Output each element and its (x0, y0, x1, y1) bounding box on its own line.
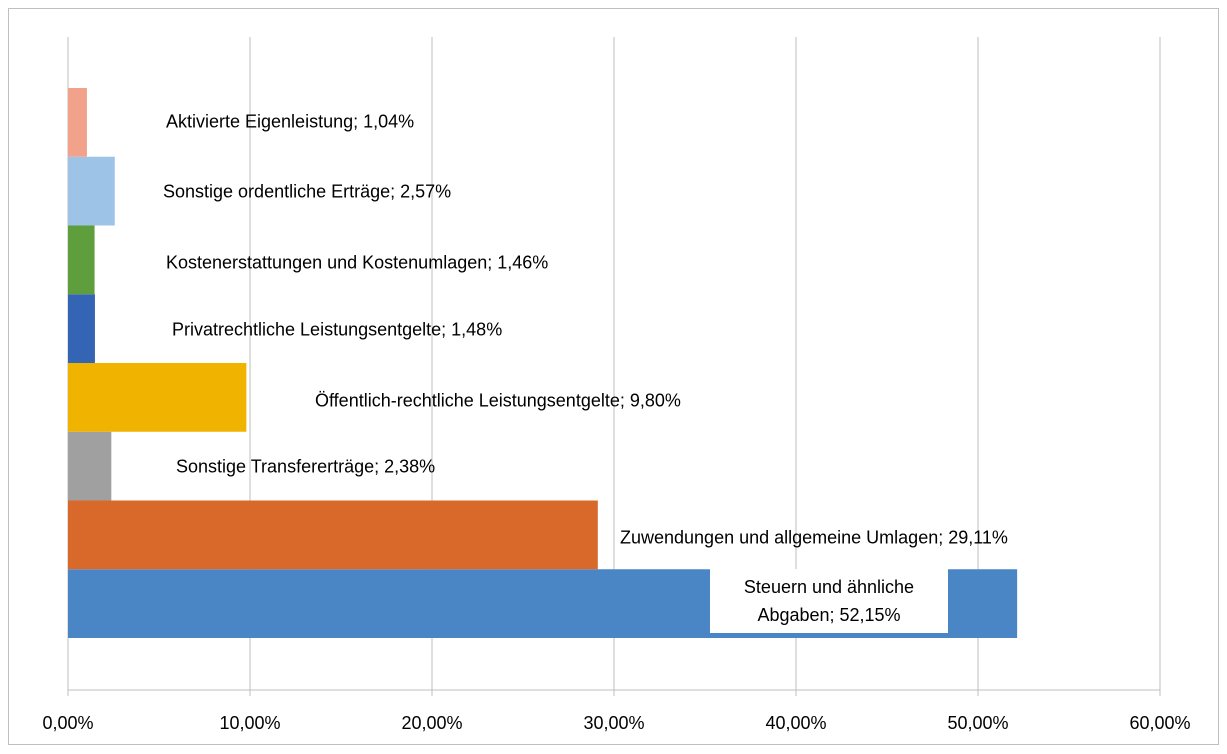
bar (68, 500, 598, 570)
bar (68, 88, 87, 157)
x-tick-label: 10,00% (219, 713, 280, 733)
x-tick-label: 60,00% (1129, 713, 1190, 733)
data-label: Aktivierte Eigenleistung; 1,04% (166, 111, 415, 132)
bar (68, 294, 95, 363)
x-tick-label: 30,00% (583, 713, 644, 733)
data-label: Sonstige Transfererträge; 2,38% (176, 456, 436, 477)
bar (68, 363, 247, 432)
x-tick-label: 0,00% (42, 713, 93, 733)
x-tick-label: 20,00% (401, 713, 462, 733)
data-label: Sonstige ordentliche Erträge; 2,57% (163, 181, 452, 202)
bar (68, 156, 115, 226)
bar (68, 225, 95, 295)
data-label: Privatrechtliche Leistungsentgelte; 1,48… (172, 319, 503, 340)
x-tick-label: 50,00% (947, 713, 1008, 733)
data-label: Steuern und ähnliche Abgaben; 52,15% (710, 569, 948, 634)
bar (68, 431, 112, 501)
x-tick-label: 40,00% (765, 713, 826, 733)
data-label: Zuwendungen und allgemeine Umlagen; 29,1… (620, 527, 1008, 548)
data-label: Öffentlich-rechtliche Leistungsentgelte;… (315, 390, 681, 411)
data-label: Kostenerstattungen und Kostenumlagen; 1,… (166, 252, 549, 273)
